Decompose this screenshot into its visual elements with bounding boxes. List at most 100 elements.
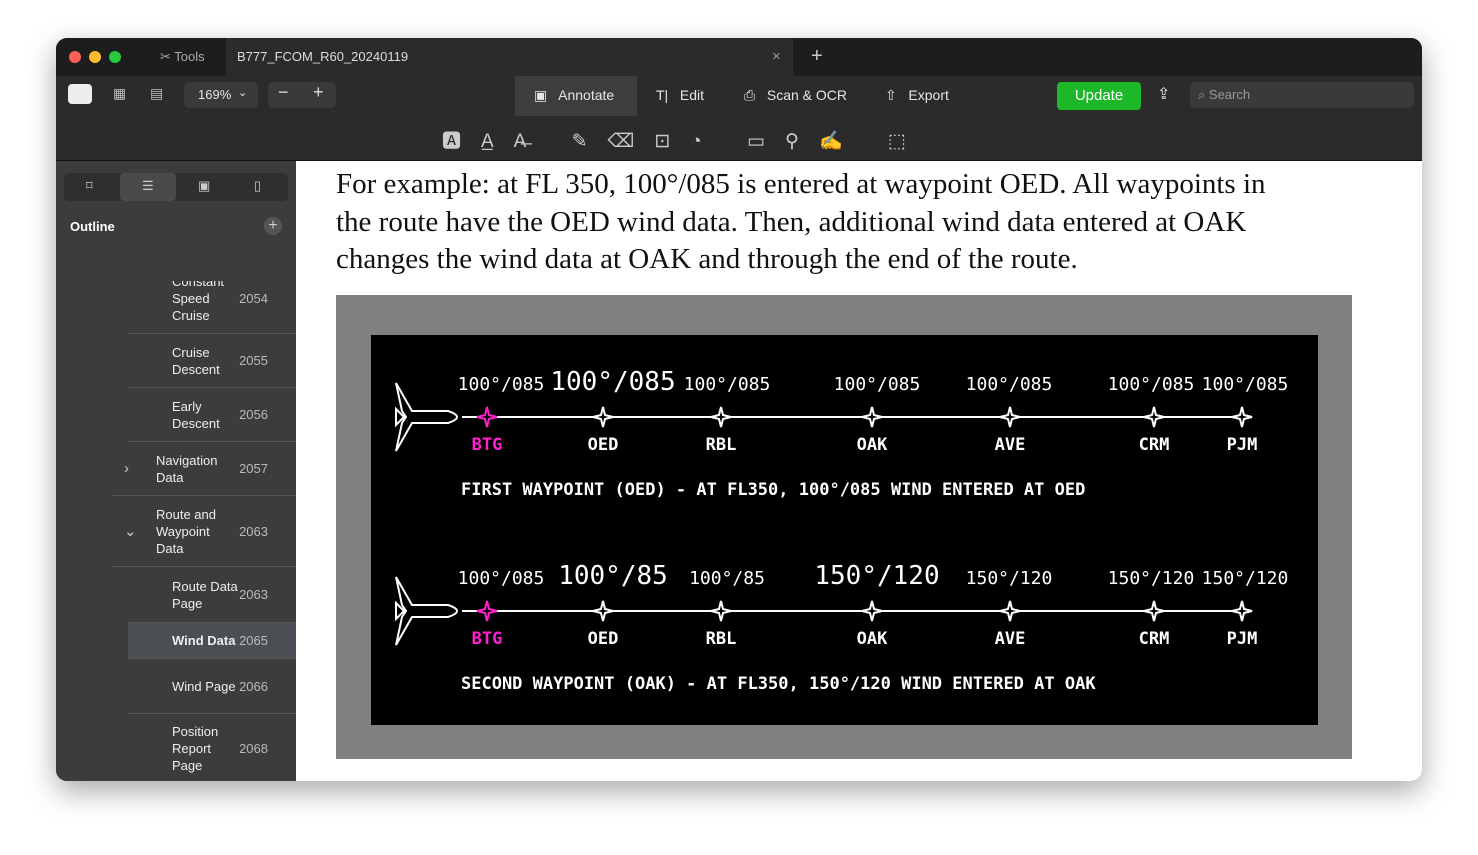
- waypoint-marker: [1143, 406, 1165, 428]
- annotation-tools[interactable]: 🅰A̲A̶ ✎⌫⊡◔ ▭⚲✍ ⬚: [442, 131, 926, 152]
- add-outline[interactable]: +: [264, 217, 282, 235]
- item-page: 2057: [239, 461, 268, 476]
- item-page: 2063: [239, 587, 268, 602]
- outline-list: Constant Speed Cruise 2054 Cruise Descent 2…: [56, 281, 296, 781]
- sidebar: ⌑ ☰ ▣ ▯ Outline + Constant Speed Cruise 2054…: [56, 161, 296, 781]
- waypoint-label: PJM: [1227, 629, 1258, 649]
- wind-label: 100°/85: [558, 561, 668, 591]
- paragraph: For example: at FL 350, 100°/085 is ente…: [336, 166, 1266, 279]
- waypoint-label: AVE: [995, 629, 1026, 649]
- item-label: Cruise Descent: [172, 344, 220, 377]
- chevron: ›: [124, 460, 129, 477]
- sidebar-tabs[interactable]: ⌑ ☰ ▣ ▯: [64, 173, 288, 201]
- export-button[interactable]: ⇧ Export: [885, 87, 949, 103]
- outline-item[interactable]: Cruise Descent 2055: [128, 334, 296, 388]
- tab-close[interactable]: ×: [772, 48, 781, 65]
- outline-item[interactable]: Route Data Page 2063: [128, 567, 296, 623]
- outline-item[interactable]: ⌄ Route and Waypoint Data 2063: [112, 496, 296, 567]
- item-label: Constant Speed Cruise: [172, 281, 225, 323]
- waypoint-marker: [999, 406, 1021, 428]
- wind-label: 150°/120: [1202, 568, 1289, 589]
- tools-tab[interactable]: ✂ Tools: [160, 49, 205, 64]
- waypoint-marker: [861, 600, 883, 622]
- item-page: 2056: [239, 407, 268, 422]
- item-label: Wind Data: [172, 633, 236, 648]
- label: Export: [908, 87, 949, 103]
- item-page: 2068: [239, 741, 268, 756]
- waypoint-label: CRM: [1139, 629, 1170, 649]
- figure: BTG OED RBL OAK AVE CRM PJM 100°/085 100°/085 100…: [336, 295, 1352, 759]
- item-page: 2066: [239, 678, 268, 694]
- wind-label: 150°/120: [966, 568, 1053, 589]
- wind-label: 100°/085: [966, 374, 1053, 395]
- item-page: 2063: [239, 523, 268, 539]
- item-label: Early Descent: [172, 398, 220, 431]
- zoom-select[interactable]: 169% ⌄: [184, 82, 258, 108]
- paragraph-line: For example: at FL 350, 100°/085 is ente…: [336, 168, 1266, 200]
- waypoint-label: OED: [588, 435, 619, 455]
- outline-item[interactable]: Position Report Page 2068: [128, 714, 296, 781]
- airplane: [395, 576, 458, 646]
- waypoint-marker: [1231, 600, 1253, 622]
- waypoint-marker: [592, 406, 614, 428]
- waypoint-label: CRM: [1139, 435, 1170, 455]
- tab-bar: ✂ Tools B777_FCOM_R60_20240119 × +: [56, 38, 1422, 76]
- label: Scan & OCR: [766, 87, 848, 103]
- waypoint-marker: [710, 600, 732, 622]
- waypoint-label: OAK: [857, 629, 888, 649]
- item-label: Position Report Page: [172, 724, 219, 773]
- waypoint-marker: [1231, 406, 1253, 428]
- wind-label: 100°/085: [1202, 374, 1289, 395]
- zoom-button[interactable]: [109, 51, 121, 63]
- waypoint-label: AVE: [995, 435, 1026, 455]
- search-field[interactable]: ⌕ Search: [1190, 82, 1414, 108]
- outline-item[interactable]: Constant Speed Cruise 2054: [128, 281, 296, 334]
- waypoint-label: RBL: [706, 435, 737, 455]
- scan-button[interactable]: ⎙ Scan & OCR: [744, 87, 848, 103]
- outline-item[interactable]: Early Descent 2056: [128, 388, 296, 442]
- wind-label: 100°/85: [689, 568, 765, 589]
- search-placeholder: Search: [1208, 87, 1251, 102]
- item-label: Navigation Data: [156, 452, 218, 485]
- new-tab[interactable]: +: [811, 45, 823, 67]
- tab-title: B777_FCOM_R60_20240119: [237, 49, 409, 64]
- label: Annotate: [558, 87, 615, 103]
- outline-item[interactable]: Wind Page 2066: [128, 659, 296, 714]
- item-label: Wind Page: [172, 678, 236, 694]
- toolbar: ▦ ▤ 169% ⌄ − + ▣ Annotate T| Edit ⎙ Scan &…: [56, 76, 1422, 161]
- grid-view[interactable]: ▦: [113, 85, 127, 101]
- page-view[interactable]: ▤: [150, 85, 164, 101]
- waypoint-marker: [861, 406, 883, 428]
- wind-label: 100°/085: [458, 568, 545, 589]
- paragraph-line: the route have the OED wind data. Then, …: [336, 205, 1247, 238]
- waypoint-label: BTG: [472, 629, 503, 649]
- annotate-button[interactable]: ▣ Annotate: [534, 87, 615, 103]
- outline-item[interactable]: Wind Data 2065: [128, 623, 296, 659]
- waypoint-marker: [592, 600, 614, 622]
- edit-button[interactable]: T| Edit: [656, 87, 704, 103]
- share-button[interactable]: ⇪: [1157, 86, 1171, 103]
- waypoint-label: OED: [588, 629, 619, 649]
- chevron: ⌄: [124, 522, 137, 540]
- waypoint-marker: [1143, 600, 1165, 622]
- close-button[interactable]: [69, 51, 81, 63]
- annotate-active: [515, 76, 637, 116]
- outline-item[interactable]: › Navigation Data 2057: [112, 442, 296, 496]
- figure-caption: SECOND WAYPOINT (OAK) - AT FL350, 150°/1…: [461, 674, 1096, 694]
- wind-label: 150°/120: [1108, 568, 1195, 589]
- item-page: 2065: [239, 633, 268, 648]
- sidebar-toggle[interactable]: [68, 84, 92, 104]
- document-tab[interactable]: B777_FCOM_R60_20240119 ×: [226, 38, 793, 76]
- waypoint-marker: [999, 600, 1021, 622]
- update-button[interactable]: Update: [1057, 82, 1141, 110]
- minimize-button[interactable]: [89, 51, 101, 63]
- zoom-value: 169%: [198, 87, 232, 102]
- figure-caption: FIRST WAYPOINT (OED) - AT FL350, 100°/08…: [461, 480, 1085, 500]
- zoom-buttons[interactable]: − +: [268, 82, 336, 108]
- document: For example: at FL 350, 100°/085 is ente…: [296, 161, 1422, 781]
- waypoint-label: BTG: [472, 435, 503, 455]
- wind-label: 100°/085: [1108, 374, 1195, 395]
- window: ✂ Tools B777_FCOM_R60_20240119 × + ▦ ▤ 1…: [56, 38, 1422, 781]
- paragraph-line: changes the wind data at OAK and through…: [336, 243, 1078, 275]
